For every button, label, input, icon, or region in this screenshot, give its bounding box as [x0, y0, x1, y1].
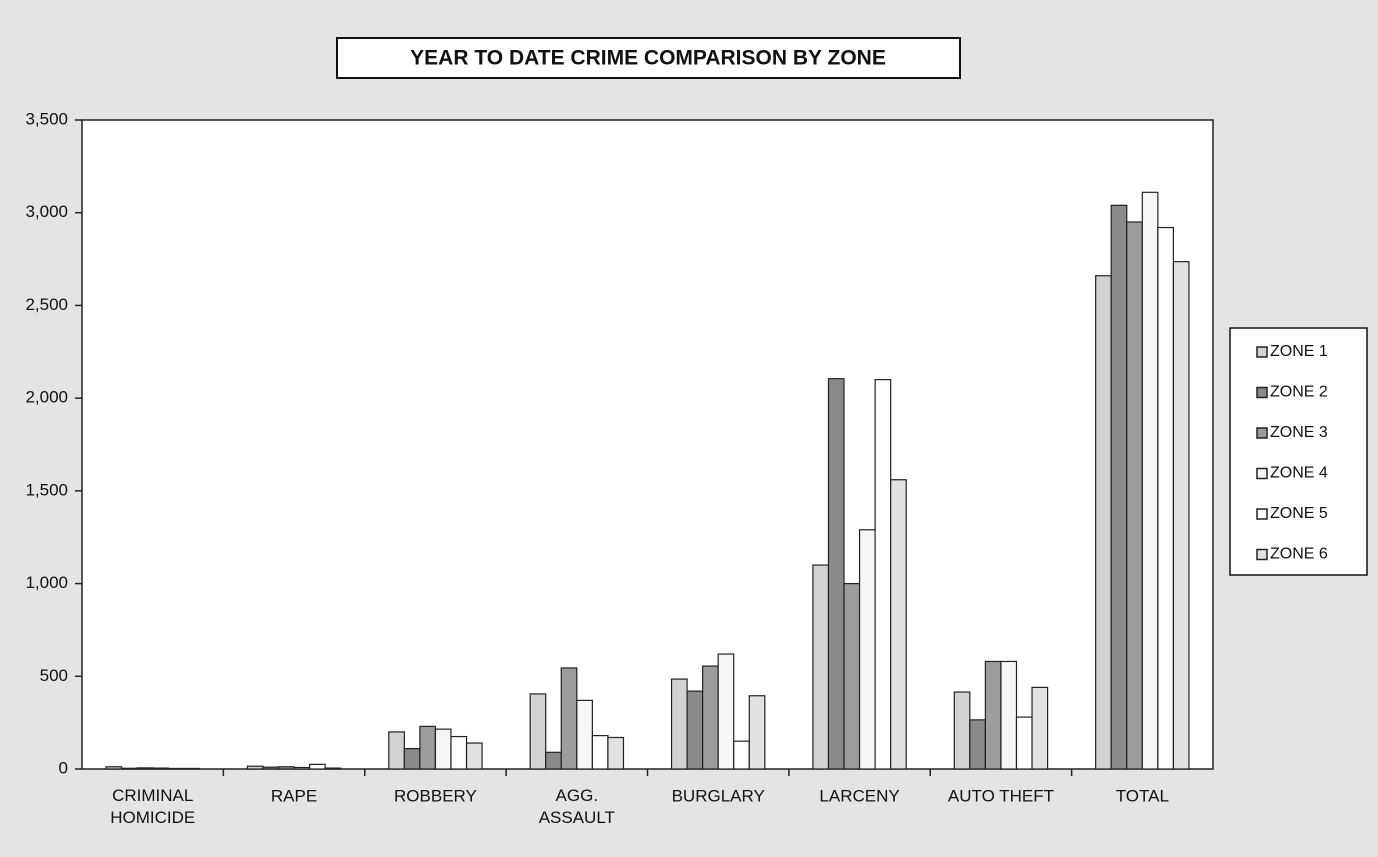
bar — [843, 582, 861, 770]
bar — [465, 742, 483, 770]
bar — [969, 719, 986, 770]
bar — [529, 693, 547, 770]
bar — [984, 660, 1002, 770]
legend-swatch — [1256, 548, 1268, 561]
bar — [717, 653, 735, 770]
y-tick-label: 2,000 — [25, 388, 68, 407]
legend-label: ZONE 3 — [1270, 424, 1328, 441]
bar — [607, 736, 625, 770]
bar — [167, 767, 185, 770]
legend-label: ZONE 2 — [1270, 384, 1328, 401]
bar — [545, 751, 562, 770]
y-tick-label: 3,000 — [25, 202, 68, 221]
bar — [1110, 204, 1128, 770]
x-tick-label: CRIMINAL HOMICIDE — [110, 786, 195, 827]
y-tick-label: 1,000 — [25, 573, 68, 592]
y-tick-label: 2,500 — [25, 295, 68, 314]
y-tick-label: 0 — [59, 758, 68, 777]
bar — [120, 767, 138, 770]
x-tick-label: BURGLARY — [672, 786, 765, 805]
bar — [152, 767, 169, 770]
legend-swatch — [1256, 427, 1268, 439]
legend-label: ZONE 5 — [1270, 505, 1328, 522]
bar — [1031, 686, 1049, 770]
bar — [105, 766, 123, 770]
x-tick-label: RAPE — [271, 786, 317, 805]
x-tick-label: ROBBERY — [394, 786, 477, 805]
bar — [246, 765, 264, 770]
bar — [812, 564, 830, 770]
bar — [293, 766, 311, 770]
bar — [1126, 221, 1143, 770]
bar — [576, 699, 593, 770]
bar — [450, 735, 468, 770]
legend-label: ZONE 1 — [1270, 343, 1328, 360]
legend-label: ZONE 4 — [1270, 465, 1328, 482]
bar — [890, 479, 907, 770]
bar — [670, 678, 688, 770]
title-box — [336, 37, 961, 79]
legend-swatch — [1256, 386, 1268, 399]
y-tick-label: 500 — [40, 666, 68, 685]
chart-title: YEAR TO DATE CRIME COMPARISON BY ZONE — [410, 47, 886, 70]
bar — [136, 767, 154, 770]
bar — [591, 735, 609, 770]
bar — [1015, 716, 1033, 770]
plot-area — [81, 119, 1214, 770]
bar — [324, 767, 342, 770]
bar — [419, 725, 437, 770]
bar — [748, 695, 766, 770]
bar — [1157, 226, 1175, 770]
bar — [262, 766, 280, 770]
bar — [1172, 261, 1190, 770]
bar — [309, 763, 326, 770]
bar — [1000, 660, 1018, 770]
x-tick-label: LARCENY — [819, 786, 899, 805]
bar — [1141, 191, 1159, 770]
legend-swatch — [1256, 467, 1268, 480]
legend-swatch — [1256, 508, 1268, 520]
bar — [874, 379, 892, 770]
bar — [560, 667, 578, 770]
bar — [183, 767, 200, 770]
bar — [434, 728, 452, 770]
bar — [858, 529, 876, 770]
y-tick-label: 1,500 — [25, 480, 68, 499]
legend-swatch — [1256, 346, 1268, 358]
bar — [403, 748, 421, 770]
y-tick-label: 3,500 — [25, 109, 68, 128]
bar — [702, 665, 719, 770]
x-tick-label: AGG. ASSAULT — [539, 786, 615, 827]
legend-label: ZONE 6 — [1270, 546, 1328, 563]
bar — [1095, 275, 1112, 770]
x-tick-label: TOTAL — [1116, 786, 1169, 805]
bar — [827, 378, 845, 770]
x-tick-label: AUTO THEFT — [948, 786, 1054, 805]
bar — [953, 691, 971, 770]
bar — [277, 766, 295, 770]
bar — [733, 740, 750, 770]
bar — [388, 731, 405, 770]
bar — [686, 690, 704, 770]
legend-box — [1229, 327, 1368, 576]
